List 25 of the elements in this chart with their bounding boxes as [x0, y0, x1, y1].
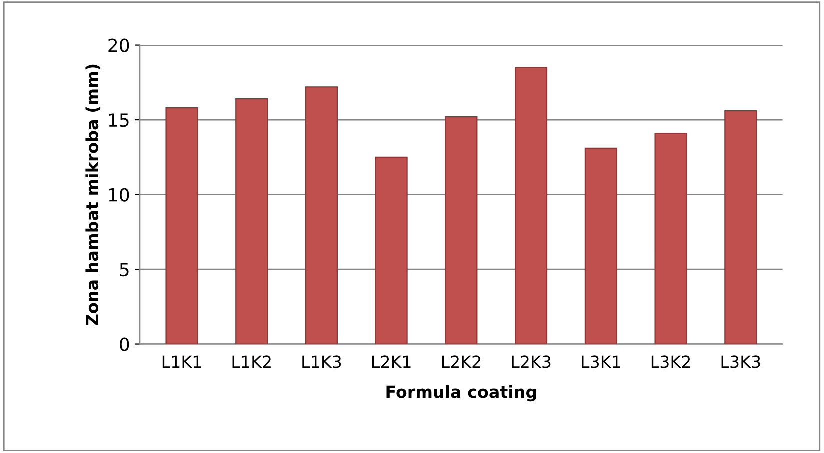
y-tick-label: 5: [120, 263, 129, 277]
y-tick-label: 20: [108, 38, 130, 52]
x-tick-label: L1K3: [302, 356, 342, 368]
bar: [445, 116, 478, 344]
y-axis-title: Zona hambat mikroba (mm): [86, 64, 101, 326]
x-axis-title: Formula coating: [386, 385, 536, 402]
x-tick-label: L2K3: [512, 356, 551, 368]
x-tick-label: L2K1: [372, 356, 411, 368]
y-tick-label: 0: [120, 338, 130, 352]
bar: [305, 86, 338, 344]
bar: [515, 67, 548, 344]
x-tick-label: L1K1: [162, 356, 202, 368]
bar: [654, 132, 688, 344]
bar: [236, 98, 268, 344]
bar: [375, 156, 408, 344]
bar: [584, 148, 618, 344]
bar: [724, 110, 758, 344]
x-tick-label: L3K1: [582, 356, 620, 368]
x-tick-label: L3K2: [652, 356, 690, 368]
x-tick-label: L3K3: [722, 356, 760, 368]
bar: [166, 108, 198, 344]
x-tick-label: L1K2: [232, 356, 271, 368]
x-tick-label: L2K2: [442, 356, 480, 368]
y-tick-label: 15: [109, 114, 129, 128]
y-tick-label: 10: [109, 188, 130, 202]
